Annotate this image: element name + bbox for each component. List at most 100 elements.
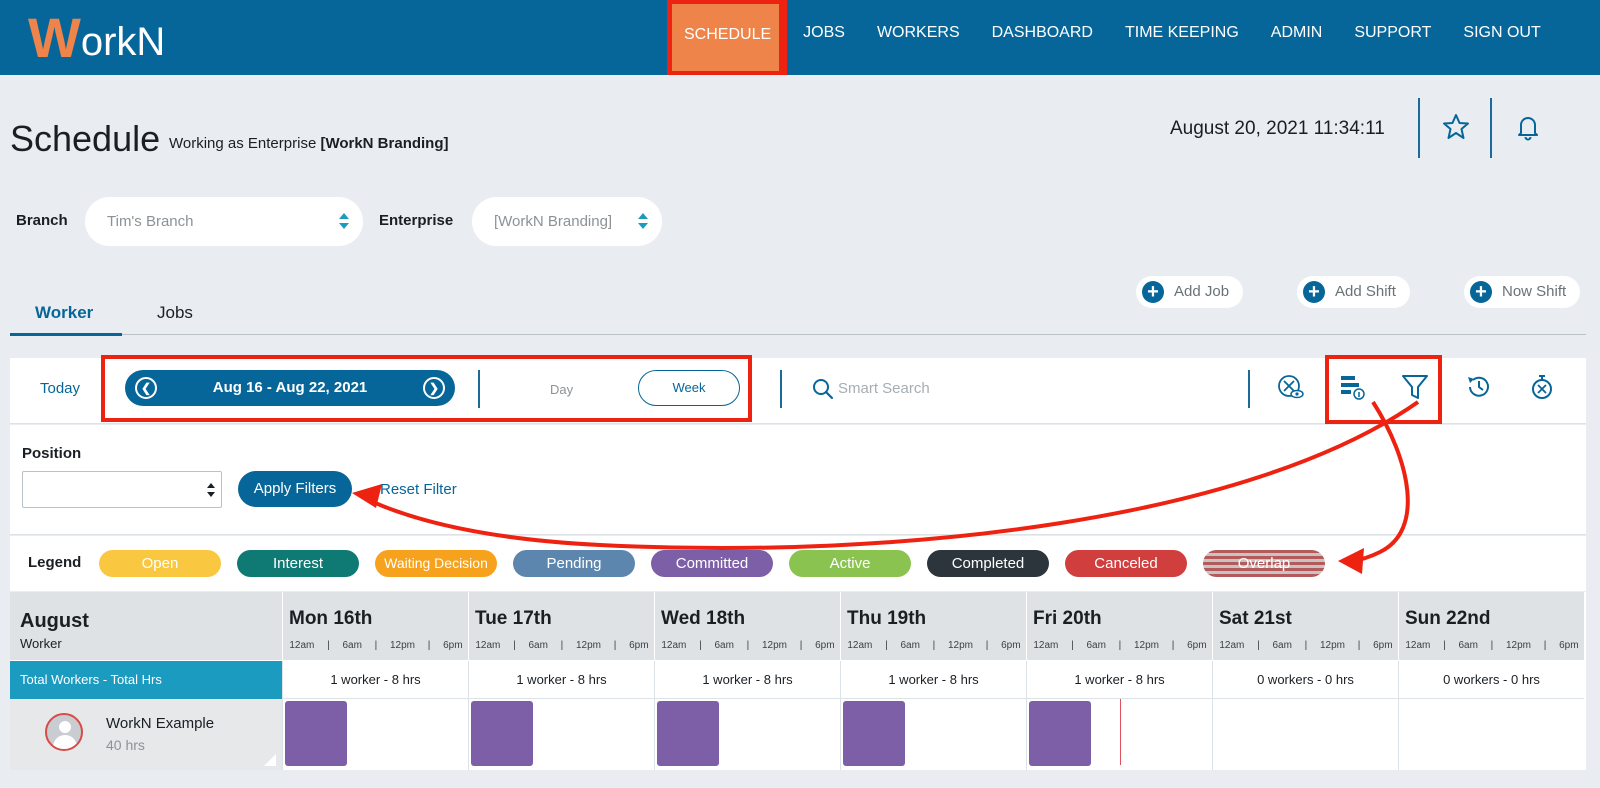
next-week-button[interactable]: ❯	[423, 377, 445, 399]
day-cell[interactable]	[1026, 699, 1212, 770]
add-job-label: Add Job	[1174, 283, 1230, 300]
day-header: Sat 21st 12am | 6am | 12pm | 6pm	[1212, 592, 1398, 660]
now-shift-button[interactable]: + Now Shift	[1464, 276, 1581, 308]
tick-label: 12pm	[1319, 640, 1345, 651]
tab-jobs[interactable]: Jobs	[157, 303, 193, 322]
tick-label: 6pm	[1187, 640, 1207, 651]
day-header: Tue 17th 12am | 6am | 12pm | 6pm	[468, 592, 654, 660]
legend-title: Legend	[28, 554, 82, 571]
schedule-info-icon[interactable]	[1338, 372, 1368, 402]
tick-label: |	[1171, 640, 1175, 651]
day-cell[interactable]	[468, 699, 654, 770]
day-total: 1 worker - 8 hrs	[840, 661, 1026, 699]
day-view-button[interactable]: Day	[550, 382, 574, 397]
time-ticks: 12am | 6am | 12pm | 6pm	[1027, 640, 1213, 651]
day-cell[interactable]	[1212, 699, 1398, 770]
nav-sign-out[interactable]: SIGN OUT	[1463, 24, 1541, 41]
bell-icon[interactable]	[1513, 112, 1543, 142]
annotation-box-filter-icons	[1325, 355, 1442, 424]
select-arrows-icon	[638, 213, 648, 229]
day-cell[interactable]	[1398, 699, 1584, 770]
committed-shift-block[interactable]	[843, 701, 905, 766]
current-datetime: August 20, 2021 11:34:11	[1170, 118, 1385, 139]
branch-label: Branch	[16, 212, 68, 229]
day-cell[interactable]	[654, 699, 840, 770]
plus-circle-icon: +	[1303, 281, 1325, 303]
filter-icon[interactable]	[1400, 372, 1430, 402]
nav-support[interactable]: SUPPORT	[1354, 24, 1432, 41]
nav-workers[interactable]: WORKERS	[876, 24, 960, 41]
plus-circle-icon: +	[1142, 281, 1164, 303]
annotation-box-schedule	[667, 0, 783, 75]
month-label: August	[20, 610, 89, 632]
total-workers-label: Total Workers - Total Hrs	[10, 661, 282, 699]
tick-label: 12pm	[1133, 640, 1159, 651]
search-placeholder: Smart Search	[838, 380, 930, 397]
committed-shift-block[interactable]	[285, 701, 347, 766]
time-ticks: 12am | 6am | 12pm | 6pm	[655, 640, 841, 651]
working-as-text: Working as Enterprise [WorkN Branding]	[169, 135, 449, 152]
hide-view-icon[interactable]	[1275, 372, 1305, 402]
day-cell[interactable]	[840, 699, 1026, 770]
tick-label: 6pm	[1373, 640, 1393, 651]
tick-label: |	[1543, 640, 1547, 651]
worker-name: WorkN Example	[106, 715, 215, 732]
tick-label: 12am	[475, 640, 501, 651]
day-total: 0 workers - 0 hrs	[1398, 661, 1584, 699]
legend-overlap: Overlap	[1203, 550, 1325, 577]
time-ticks: 12am | 6am | 12pm | 6pm	[1213, 640, 1399, 651]
tick-label: 6am	[714, 640, 734, 651]
star-icon[interactable]	[1441, 112, 1471, 142]
day-header: Wed 18th 12am | 6am | 12pm | 6pm	[654, 592, 840, 660]
today-button[interactable]: Today	[40, 380, 81, 397]
add-shift-button[interactable]: + Add Shift	[1297, 276, 1410, 308]
tick-label: 6pm	[629, 640, 649, 651]
logo-w: W	[28, 6, 81, 69]
add-job-button[interactable]: + Add Job	[1136, 276, 1244, 308]
day-total: 0 workers - 0 hrs	[1212, 661, 1398, 699]
branch-select[interactable]: Tim's Branch	[85, 197, 363, 246]
tick-label: 6am	[528, 640, 548, 651]
position-select[interactable]	[22, 471, 222, 508]
tick-label: 12am	[289, 640, 315, 651]
day-header: Mon 16th 12am | 6am | 12pm | 6pm	[282, 592, 468, 660]
annotation-box-date-range	[101, 355, 752, 422]
tick-label: 6am	[1086, 640, 1106, 651]
prev-week-button[interactable]: ❮	[135, 377, 157, 399]
day-header: Sun 22nd 12am | 6am | 12pm | 6pm	[1398, 592, 1584, 660]
committed-shift-block[interactable]	[471, 701, 533, 766]
tick-label: 6am	[342, 640, 362, 651]
enterprise-select[interactable]: [WorkN Branding]	[472, 197, 662, 246]
header-divider	[1490, 98, 1492, 158]
nav-jobs[interactable]: JOBS	[803, 24, 845, 41]
day-name: Thu 19th	[847, 608, 927, 629]
worker-row-header[interactable]: WorkN Example 40 hrs	[10, 699, 282, 770]
time-ticks: 12am | 6am | 12pm | 6pm	[841, 640, 1027, 651]
time-ticks: 12am | 6am | 12pm | 6pm	[283, 640, 469, 651]
workn-logo[interactable]: W orkN	[28, 4, 165, 66]
toolbar-divider	[478, 370, 480, 408]
reset-filter-link[interactable]: Reset Filter	[380, 481, 457, 498]
committed-shift-block[interactable]	[1029, 701, 1091, 766]
nav-admin[interactable]: ADMIN	[1270, 24, 1323, 41]
current-time-indicator	[1120, 699, 1121, 765]
apply-filters-button[interactable]: Apply Filters	[238, 471, 352, 507]
expand-corner-icon[interactable]	[264, 754, 276, 766]
schedule-grid: August Worker Mon 16th 12am | 6am | 12pm | 6pm T…	[10, 592, 1586, 770]
day-cell[interactable]	[282, 699, 468, 770]
stopwatch-icon[interactable]	[1527, 372, 1557, 402]
day-total: 1 worker - 8 hrs	[468, 661, 654, 699]
tick-label: |	[699, 640, 702, 651]
day-name: Wed 18th	[661, 608, 746, 629]
tick-label: |	[1304, 640, 1308, 651]
committed-shift-block[interactable]	[657, 701, 719, 766]
tab-worker[interactable]: Worker	[35, 303, 94, 322]
filter-panel: Position Apply Filters Reset Filter	[10, 425, 1586, 535]
main-nav: SCHEDULE JOBS WORKERS DASHBOARD TIME KEE…	[668, 0, 1557, 75]
smart-search[interactable]: Smart Search	[800, 370, 1200, 406]
tab-divider	[10, 334, 1586, 335]
tick-label: 6pm	[1559, 640, 1579, 651]
nav-dashboard[interactable]: DASHBOARD	[991, 24, 1093, 41]
nav-time-keeping[interactable]: TIME KEEPING	[1124, 24, 1239, 41]
history-clock-icon[interactable]	[1464, 372, 1494, 402]
